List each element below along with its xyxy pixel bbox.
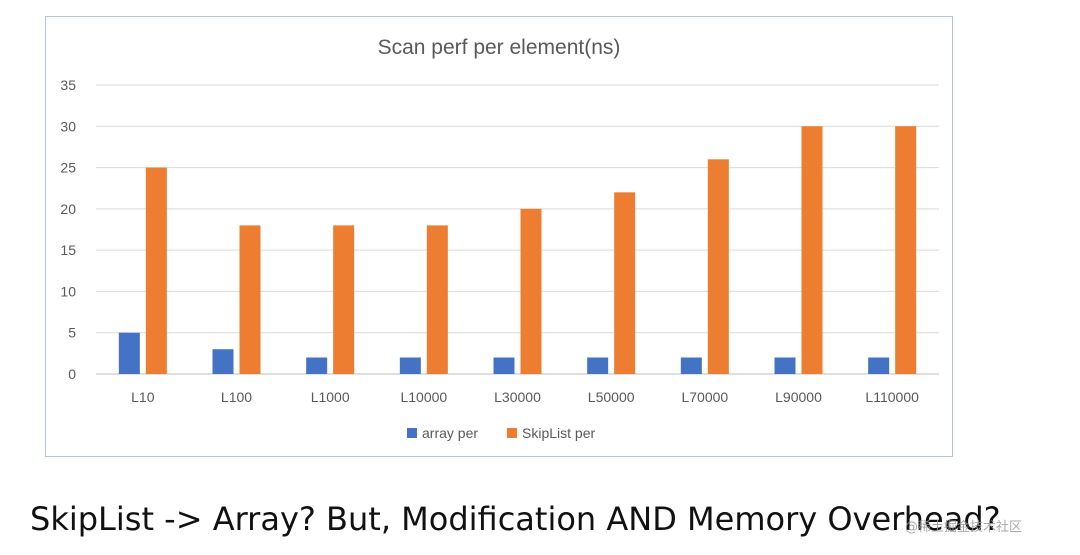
bar-skiplist-per: [333, 225, 355, 374]
bar-array-per: [587, 357, 609, 374]
x-tick-label: L70000: [681, 389, 728, 405]
chart-frame: Scan perf per element(ns) 0 5 10 15 20 25 30 35 L…: [45, 16, 953, 457]
slide-caption: SkipList -> Array? But, Modification AND…: [30, 500, 1001, 538]
bar-array-per: [868, 357, 890, 374]
bar-array-per: [774, 357, 796, 374]
bar-array-per: [306, 357, 328, 374]
x-tick-label: L10000: [400, 389, 447, 405]
x-tick-label: L100: [221, 389, 252, 405]
legend-swatch-array-per: [407, 428, 417, 438]
x-tick-label: L90000: [775, 389, 822, 405]
bar-skiplist-per: [145, 167, 167, 374]
y-tick-label: 15: [60, 242, 76, 258]
bar-skiplist-per: [801, 126, 823, 375]
bar-array-per: [118, 332, 140, 374]
legend-label: SkipList per: [522, 425, 595, 441]
y-tick-label: 25: [60, 160, 76, 176]
legend-swatch-skiplist-per: [507, 428, 517, 438]
bar-skiplist-per: [239, 225, 261, 374]
y-tick-label: 5: [68, 325, 76, 341]
bar-skiplist-per: [707, 159, 729, 374]
y-tick-label: 30: [60, 118, 76, 134]
x-tick-label: L50000: [588, 389, 635, 405]
bar-array-per: [493, 357, 515, 374]
bar-array-per: [212, 349, 234, 374]
legend-label: array per: [422, 425, 478, 441]
y-tick-label: 35: [60, 77, 76, 93]
chart-title: Scan perf per element(ns): [378, 36, 621, 59]
bar-skiplist-per: [895, 126, 917, 375]
bar-skiplist-per: [520, 208, 542, 374]
bar-chart: Scan perf per element(ns) 0 5 10 15 20 25 30 35 L…: [60, 36, 939, 441]
bar-array-per: [399, 357, 421, 374]
x-tick-label: L30000: [494, 389, 541, 405]
x-tick-label: L1000: [311, 389, 350, 405]
x-tick-label: L110000: [865, 389, 919, 405]
bar-skiplist-per: [426, 225, 448, 374]
y-tick-label: 10: [60, 283, 76, 299]
y-tick-label: 20: [60, 201, 76, 217]
watermark: @稀土掘金技术社区: [905, 520, 1023, 535]
bar-skiplist-per: [614, 192, 636, 374]
y-tick-label: 0: [68, 366, 76, 382]
bar-array-per: [680, 357, 702, 374]
x-tick-label: L10: [131, 389, 155, 405]
